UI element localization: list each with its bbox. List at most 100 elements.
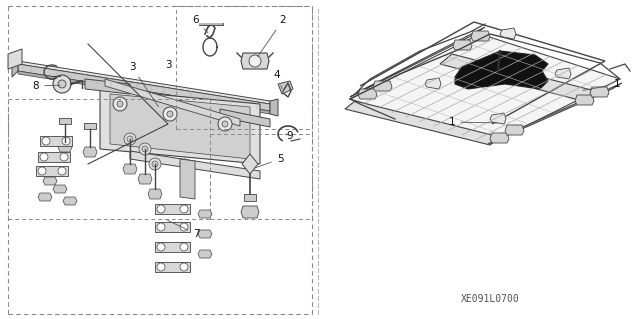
Circle shape xyxy=(139,143,151,155)
Polygon shape xyxy=(440,54,595,101)
Polygon shape xyxy=(38,152,70,162)
Polygon shape xyxy=(138,174,152,184)
Text: 2: 2 xyxy=(257,15,286,57)
Polygon shape xyxy=(63,197,77,205)
Polygon shape xyxy=(198,230,212,238)
Circle shape xyxy=(249,55,261,67)
Polygon shape xyxy=(270,99,278,116)
Polygon shape xyxy=(18,61,270,104)
Text: XE091L0700: XE091L0700 xyxy=(461,294,520,304)
Polygon shape xyxy=(58,142,72,152)
Polygon shape xyxy=(198,210,212,218)
Polygon shape xyxy=(425,78,441,89)
Polygon shape xyxy=(155,204,190,214)
Circle shape xyxy=(157,205,165,213)
Polygon shape xyxy=(83,147,97,157)
Polygon shape xyxy=(490,113,506,124)
Polygon shape xyxy=(155,242,190,252)
Polygon shape xyxy=(555,68,571,79)
Polygon shape xyxy=(155,262,190,272)
Circle shape xyxy=(124,133,136,145)
Polygon shape xyxy=(488,83,622,144)
Polygon shape xyxy=(148,189,162,199)
Text: 6: 6 xyxy=(193,15,208,33)
Text: 3: 3 xyxy=(164,60,172,70)
Circle shape xyxy=(180,263,188,271)
Polygon shape xyxy=(155,222,190,232)
Circle shape xyxy=(38,167,46,175)
Polygon shape xyxy=(85,79,130,94)
Circle shape xyxy=(180,223,188,231)
Circle shape xyxy=(163,107,177,121)
Circle shape xyxy=(113,97,127,111)
Circle shape xyxy=(180,159,190,169)
Polygon shape xyxy=(244,194,256,201)
Polygon shape xyxy=(36,166,68,176)
Circle shape xyxy=(180,205,188,213)
Polygon shape xyxy=(490,133,509,143)
Polygon shape xyxy=(505,125,524,135)
Polygon shape xyxy=(455,51,548,89)
Polygon shape xyxy=(373,81,392,91)
Text: 9: 9 xyxy=(285,131,293,141)
Circle shape xyxy=(167,111,173,117)
Text: 5: 5 xyxy=(255,154,284,168)
Polygon shape xyxy=(350,27,485,97)
Text: 1: 1 xyxy=(449,117,497,127)
Circle shape xyxy=(157,263,165,271)
Polygon shape xyxy=(105,79,240,126)
Polygon shape xyxy=(198,250,212,258)
Circle shape xyxy=(58,167,66,175)
Text: 1: 1 xyxy=(583,79,620,91)
Polygon shape xyxy=(130,151,260,179)
Text: 4: 4 xyxy=(274,70,282,88)
Polygon shape xyxy=(350,34,620,144)
Circle shape xyxy=(149,158,161,170)
Text: 8: 8 xyxy=(33,81,60,91)
Circle shape xyxy=(218,117,232,131)
Polygon shape xyxy=(358,89,377,99)
Circle shape xyxy=(180,243,188,251)
Polygon shape xyxy=(53,185,67,193)
Text: 7: 7 xyxy=(168,220,199,239)
Polygon shape xyxy=(278,81,293,94)
Bar xyxy=(318,0,640,319)
Polygon shape xyxy=(453,40,472,50)
Polygon shape xyxy=(18,64,270,111)
Polygon shape xyxy=(220,109,270,127)
Circle shape xyxy=(58,80,66,88)
Circle shape xyxy=(157,243,165,251)
Polygon shape xyxy=(241,53,269,69)
Polygon shape xyxy=(590,87,609,97)
Circle shape xyxy=(40,153,48,161)
Circle shape xyxy=(152,161,158,167)
Polygon shape xyxy=(8,49,22,69)
Polygon shape xyxy=(241,206,259,218)
Circle shape xyxy=(222,121,228,127)
Circle shape xyxy=(117,101,123,107)
Polygon shape xyxy=(500,28,516,39)
Polygon shape xyxy=(471,31,490,41)
Polygon shape xyxy=(12,61,18,77)
Polygon shape xyxy=(84,123,96,129)
Text: 3: 3 xyxy=(129,62,159,107)
Polygon shape xyxy=(345,101,500,145)
Polygon shape xyxy=(110,94,250,159)
Circle shape xyxy=(53,75,71,93)
Polygon shape xyxy=(59,118,71,124)
Circle shape xyxy=(127,136,133,142)
Polygon shape xyxy=(242,154,258,174)
Polygon shape xyxy=(123,164,137,174)
Circle shape xyxy=(142,146,148,152)
Polygon shape xyxy=(18,71,270,114)
Polygon shape xyxy=(180,159,195,199)
Polygon shape xyxy=(38,193,52,201)
Circle shape xyxy=(157,223,165,231)
Circle shape xyxy=(60,153,68,161)
Polygon shape xyxy=(43,177,57,185)
Polygon shape xyxy=(40,136,72,146)
Polygon shape xyxy=(575,95,594,105)
Circle shape xyxy=(42,137,50,145)
Circle shape xyxy=(62,137,70,145)
Polygon shape xyxy=(100,89,260,164)
